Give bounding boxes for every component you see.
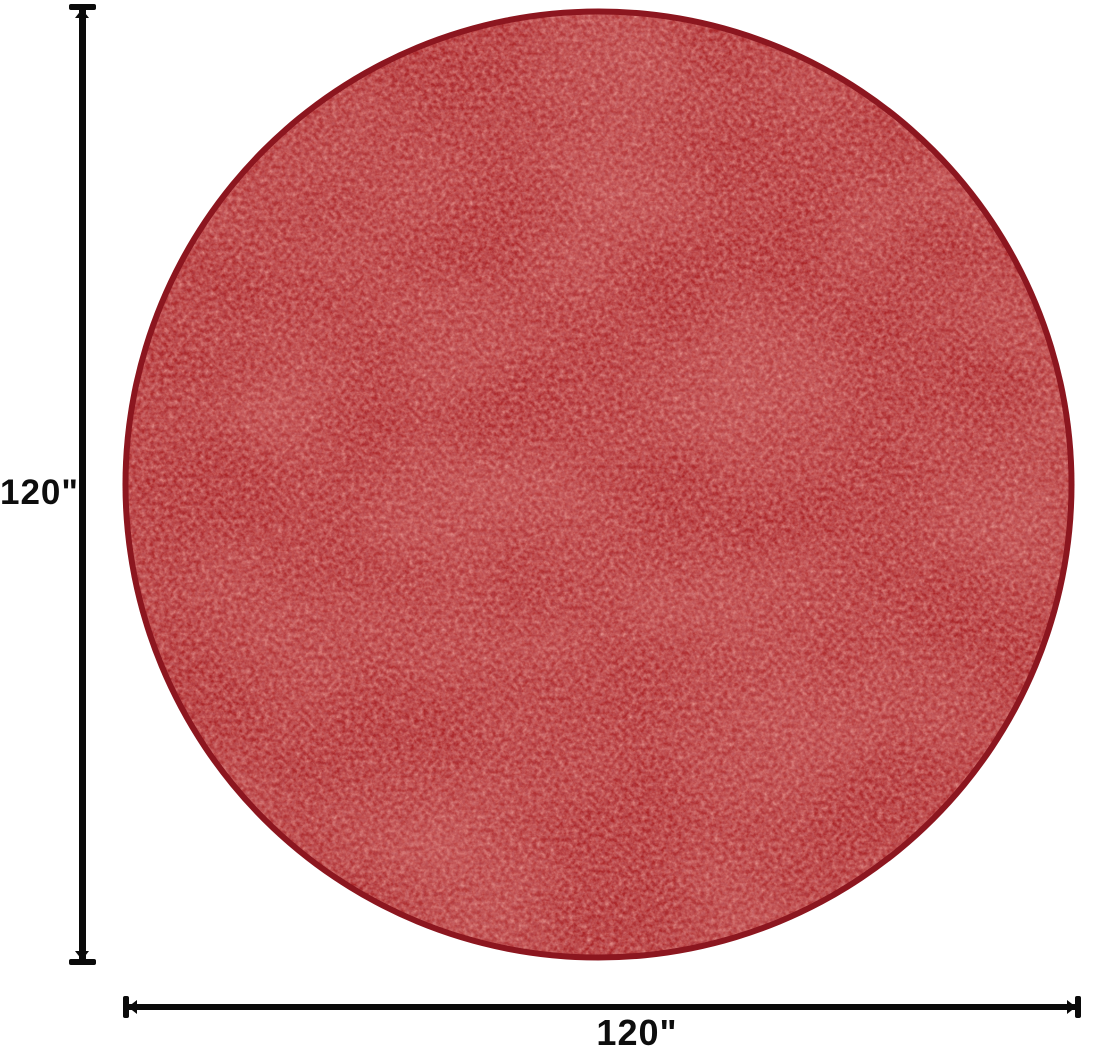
rug-texture-dark-flecks: [128, 14, 1069, 955]
height-label: 120": [0, 473, 79, 512]
width-dimension-line: [126, 1004, 1078, 1010]
height-dimension-endcap-bottom: [69, 959, 96, 965]
width-label: 120": [596, 1012, 678, 1046]
arrow-down-icon: [75, 951, 89, 960]
height-dimension-line: [79, 6, 86, 961]
arrow-right-icon: [1067, 1000, 1076, 1014]
rug-texture: [128, 14, 1069, 955]
arrow-left-icon: [128, 1000, 137, 1014]
arrow-up-icon: [75, 9, 89, 18]
rug-photo: [122, 8, 1075, 961]
width-dimension-endcap-right: [1075, 996, 1081, 1018]
